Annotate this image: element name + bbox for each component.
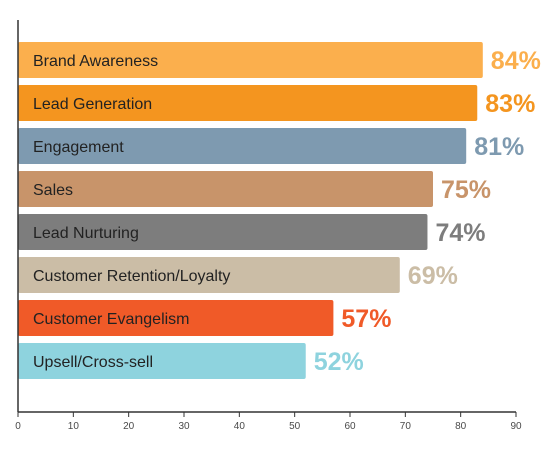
- bar-category-label: Upsell/Cross-sell: [33, 354, 153, 371]
- bar-value-label: 81%: [474, 133, 524, 161]
- bar-value-label: 75%: [441, 176, 491, 204]
- bar-category-label: Brand Awareness: [33, 53, 158, 70]
- bars-layer: Brand Awareness 84% Lead Generation 83% Enga…: [18, 42, 541, 379]
- x-tick-label: 40: [234, 421, 246, 432]
- x-tick-label: 60: [344, 421, 356, 432]
- x-tick-label: 20: [123, 421, 135, 432]
- bar-category-label: Customer Retention/Loyalty: [33, 268, 230, 285]
- bar: [18, 171, 433, 207]
- bar: [18, 300, 334, 336]
- x-tick-label: 80: [455, 421, 467, 432]
- x-tick-label: 70: [400, 421, 412, 432]
- bar: [18, 343, 306, 379]
- bar: [18, 214, 428, 250]
- bar-value-label: 83%: [485, 90, 535, 118]
- x-tick-label: 50: [289, 421, 301, 432]
- bar-value-label: 84%: [491, 47, 541, 75]
- bar: [18, 85, 478, 121]
- x-tick-label: 90: [510, 421, 522, 432]
- bar: [18, 257, 400, 293]
- bar-value-label: 52%: [314, 348, 364, 376]
- bar-category-label: Lead Nurturing: [33, 225, 139, 242]
- x-tick-label: 0: [15, 421, 21, 432]
- bar: [18, 128, 467, 164]
- bar-value-label: 69%: [408, 262, 458, 290]
- bar-category-label: Lead Generation: [33, 96, 152, 113]
- bar-value-label: 57%: [341, 305, 391, 333]
- bar-category-label: Sales: [33, 182, 73, 199]
- bar-category-label: Engagement: [33, 139, 124, 156]
- x-axis: 0 10 20 30 40 50 60 70 80 90: [15, 20, 522, 432]
- x-tick-label: 30: [178, 421, 190, 432]
- bar-value-label: 74%: [435, 219, 485, 247]
- bar: [18, 42, 483, 78]
- bar-category-label: Customer Evangelism: [33, 311, 190, 328]
- x-tick-label: 10: [68, 421, 80, 432]
